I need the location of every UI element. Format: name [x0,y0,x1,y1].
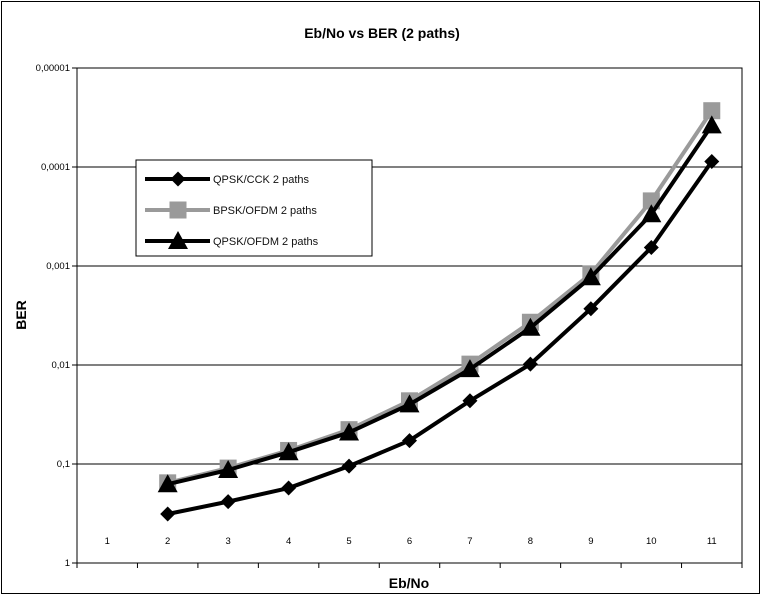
legend-label: BPSK/OFDM 2 paths [213,205,317,217]
legend-label: QPSK/CCK 2 paths [213,174,309,186]
x-tick-label: 8 [528,536,533,547]
x-tick-label: 6 [407,536,412,547]
y-tick-label: 0,0001 [41,162,70,173]
data-point [402,433,417,449]
data-point [520,317,541,336]
legend-label: QPSK/OFDM 2 paths [213,236,319,248]
y-tick-label: 0,01 [52,360,71,371]
legend-marker [170,171,186,187]
data-point [157,474,178,493]
series-layer [157,102,722,522]
y-tick-label: 1 [65,558,70,569]
data-point [278,442,299,461]
y-axis-title: BER [13,300,29,330]
x-tick-label: 9 [588,536,593,547]
x-axis: 1 2 3 4 5 6 7 8 9 10 11 [76,536,743,568]
data-point [643,239,659,255]
y-tick-label: 0,1 [57,459,70,470]
y-axis: 1 0,1 0,01 0,001 0,0001 0,00001 [36,63,77,569]
data-point [641,204,662,223]
chart-title: Eb/No vs BER (2 paths) [304,25,460,41]
x-tick-label: 10 [646,536,657,547]
y-tick-label: 0,001 [46,261,70,272]
data-point [220,494,236,510]
x-tick-label: 5 [346,536,351,547]
data-point [341,458,357,474]
x-tick-label: 7 [467,536,472,547]
series-0 [160,154,720,522]
series-line [167,124,714,487]
data-point [701,115,722,134]
series-line [167,160,714,516]
legend: QPSK/CCK 2 paths BPSK/OFDM 2 paths QPSK/OF… [135,159,373,257]
data-point [160,506,176,522]
data-point [459,359,480,378]
data-point [339,422,360,441]
data-point [583,301,599,317]
data-point [580,267,601,286]
x-tick-label: 3 [225,536,230,547]
y-tick-label: 0,00001 [36,63,70,74]
x-tick-label: 11 [707,536,717,547]
data-point [218,460,239,479]
data-point [399,394,420,413]
x-axis-title: Eb/No [389,575,429,591]
x-tick-label: 4 [286,536,291,547]
x-tick-label: 2 [165,536,170,547]
legend-marker [168,231,188,249]
plot-area [76,67,743,564]
series-2 [157,115,722,493]
data-point [462,393,478,409]
data-point [704,154,720,170]
data-point [522,356,538,372]
x-tick-label: 1 [105,536,110,547]
legend-marker [169,201,187,219]
data-point [281,480,297,496]
data-point [703,102,721,120]
